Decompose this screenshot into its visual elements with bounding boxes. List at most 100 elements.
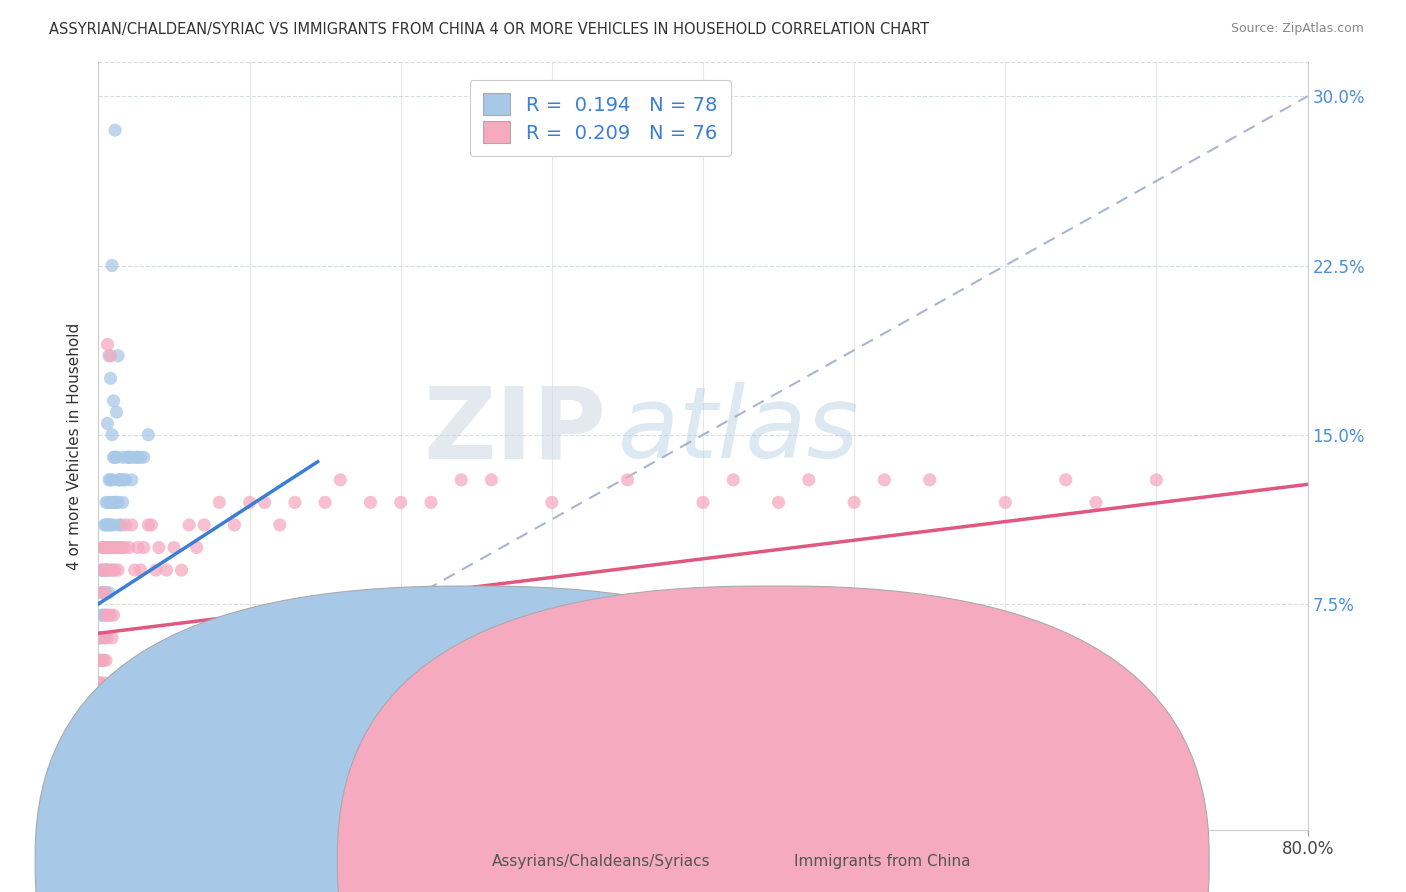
Point [104, 495, 127, 509]
Point [844, 495, 866, 509]
Point [314, 495, 336, 509]
Point [89, 631, 111, 645]
Point [108, 541, 131, 555]
Point [91, 653, 114, 667]
Point [93, 541, 115, 555]
Point [450, 473, 472, 487]
Point [1144, 473, 1167, 487]
Point [93, 585, 115, 599]
Point [389, 495, 412, 509]
Point [94, 653, 117, 667]
Point [96, 563, 118, 577]
Point [155, 563, 177, 577]
Point [98, 608, 121, 623]
Point [89, 676, 111, 690]
Point [918, 473, 941, 487]
Point [91, 653, 114, 667]
Point [91, 541, 114, 555]
Point [94, 608, 117, 623]
Point [111, 450, 134, 465]
Y-axis label: 4 or more Vehicles in Household: 4 or more Vehicles in Household [67, 322, 83, 570]
Point [94, 518, 117, 533]
Point [111, 495, 134, 509]
Point [91, 608, 114, 623]
Point [360, 495, 382, 509]
Point [93, 631, 115, 645]
Point [1054, 473, 1077, 487]
Point [103, 518, 125, 533]
Point [96, 337, 118, 351]
Point [224, 518, 246, 533]
Point [103, 450, 125, 465]
Point [101, 259, 124, 273]
Point [100, 608, 122, 623]
Point [114, 518, 136, 533]
Point [118, 541, 141, 555]
Point [103, 541, 125, 555]
Point [104, 541, 127, 555]
Point [132, 541, 155, 555]
Point [873, 473, 896, 487]
Point [104, 450, 127, 465]
Point [101, 541, 124, 555]
Point [103, 563, 125, 577]
Point [115, 450, 138, 465]
Text: atlas: atlas [619, 382, 860, 479]
Point [101, 563, 124, 577]
Point [163, 541, 186, 555]
Point [692, 495, 714, 509]
Point [127, 541, 149, 555]
Point [239, 495, 262, 509]
Point [91, 585, 114, 599]
Point [121, 518, 143, 533]
Point [101, 495, 124, 509]
Point [90, 585, 112, 599]
Point [114, 473, 136, 487]
Point [1085, 495, 1108, 509]
Text: ZIP: ZIP [423, 382, 606, 479]
Point [107, 563, 129, 577]
Point [768, 495, 790, 509]
Point [105, 405, 128, 419]
Point [98, 585, 121, 599]
Point [98, 541, 121, 555]
Point [100, 563, 122, 577]
Point [994, 495, 1017, 509]
Point [186, 541, 208, 555]
Point [269, 518, 291, 533]
Point [100, 371, 122, 385]
Point [90, 631, 112, 645]
Point [101, 427, 124, 442]
Point [100, 541, 122, 555]
Point [124, 563, 146, 577]
Point [148, 541, 170, 555]
Point [110, 473, 132, 487]
Point [107, 541, 129, 555]
Point [420, 495, 443, 509]
Point [122, 450, 145, 465]
Point [193, 518, 215, 533]
Point [96, 541, 118, 555]
Point [101, 631, 124, 645]
Point [96, 563, 118, 577]
Point [94, 563, 117, 577]
Point [91, 563, 114, 577]
Point [108, 518, 131, 533]
FancyBboxPatch shape [35, 586, 907, 892]
Point [121, 473, 143, 487]
Point [253, 495, 276, 509]
Point [93, 563, 115, 577]
Point [90, 653, 112, 667]
Legend: R =  0.194   N = 78, R =  0.209   N = 76: R = 0.194 N = 78, R = 0.209 N = 76 [470, 79, 731, 156]
Point [98, 541, 121, 555]
Point [101, 473, 124, 487]
Point [107, 473, 129, 487]
Point [797, 473, 820, 487]
Point [111, 541, 134, 555]
Point [105, 541, 128, 555]
Point [103, 393, 125, 408]
FancyBboxPatch shape [337, 586, 1209, 892]
Point [89, 653, 111, 667]
Point [98, 518, 121, 533]
Point [94, 563, 117, 577]
